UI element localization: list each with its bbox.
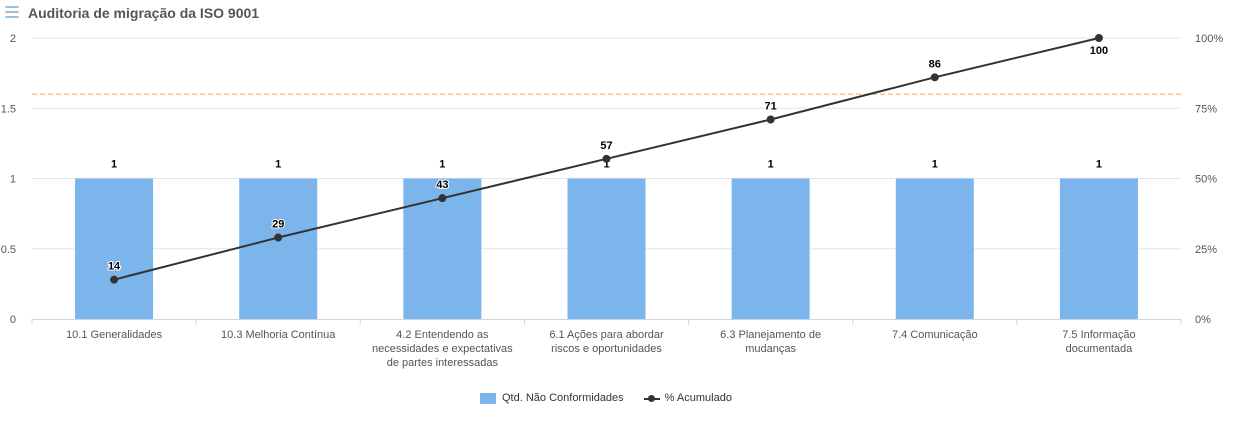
line-point <box>274 233 283 242</box>
bar-data-label: 1 <box>932 159 938 171</box>
hamburger-menu-icon[interactable] <box>5 6 19 18</box>
y-right-tick-label: 75% <box>1195 103 1217 115</box>
x-tick-label: riscos e oportunidades <box>551 343 662 355</box>
bar <box>1059 178 1138 319</box>
bar <box>239 178 318 319</box>
legend-bar-swatch <box>480 392 496 404</box>
chart-title: Auditoria de migração da ISO 9001 <box>28 5 260 21</box>
line-data-label: 14 <box>108 261 121 273</box>
line-point <box>766 115 775 124</box>
bar <box>895 178 974 319</box>
chart-legend: Qtd. Não Conformidades % Acumulado <box>480 390 752 406</box>
line-data-label: 57 <box>600 140 612 152</box>
x-tick-label: necessidades e expectativas <box>372 343 513 355</box>
x-tick-label: 10.1 Generalidades <box>66 329 163 341</box>
y-left-tick-label: 1.5 <box>1 103 16 115</box>
line-data-label: 100 <box>1090 45 1108 57</box>
bar-data-label: 1 <box>439 159 445 171</box>
x-tick-label: 6.1 Ações para abordar <box>549 329 664 341</box>
y-right-tick-label: 50% <box>1195 174 1217 186</box>
y-right-tick-label: 0% <box>1195 314 1211 326</box>
line-point <box>930 73 939 82</box>
legend-item-bars[interactable]: Qtd. Não Conformidades <box>480 392 624 404</box>
y-left-tick-label: 1 <box>10 174 16 186</box>
line-data-label: 71 <box>765 100 777 112</box>
line-point <box>1094 34 1103 42</box>
line-point <box>602 154 611 163</box>
y-right-tick-label: 25% <box>1195 244 1217 256</box>
bar-data-label: 1 <box>768 159 774 171</box>
bar-data-label: 1 <box>275 159 281 171</box>
legend-bar-label: Qtd. Não Conformidades <box>502 392 624 404</box>
x-tick-label: 4.2 Entendendo as <box>396 329 489 341</box>
legend-item-line[interactable]: % Acumulado <box>643 392 732 404</box>
line-data-label: 86 <box>929 58 941 70</box>
y-left-tick-label: 0.5 <box>1 244 16 256</box>
x-tick-label: 7.5 Informação <box>1062 329 1135 341</box>
x-tick-label: 6.3 Planejamento de <box>720 329 821 341</box>
x-tick-label: de partes interessadas <box>387 357 499 369</box>
legend-line-label: % Acumulado <box>664 392 732 404</box>
bar <box>567 178 646 319</box>
line-point <box>438 194 447 203</box>
bar <box>731 178 810 319</box>
bar-data-label: 1 <box>603 159 609 171</box>
line-data-label: 43 <box>436 179 448 191</box>
bar-data-label: 1 <box>111 159 117 171</box>
line-point <box>110 275 119 284</box>
line-data-label: 29 <box>272 219 284 231</box>
x-tick-label: 7.4 Comunicação <box>892 329 978 341</box>
x-tick-label: documentada <box>1066 343 1134 355</box>
bar <box>75 178 154 319</box>
y-left-tick-label: 0 <box>10 314 16 326</box>
bar-data-label: 1 <box>1096 159 1102 171</box>
y-left-tick-label: 2 <box>10 33 16 45</box>
x-tick-label: 10.3 Melhoria Contínua <box>221 329 336 341</box>
legend-line-marker <box>643 393 660 404</box>
y-right-tick-label: 100% <box>1195 33 1223 45</box>
x-tick-label: mudanças <box>745 343 796 355</box>
chart-header: Auditoria de migração da ISO 9001 <box>0 0 1233 26</box>
